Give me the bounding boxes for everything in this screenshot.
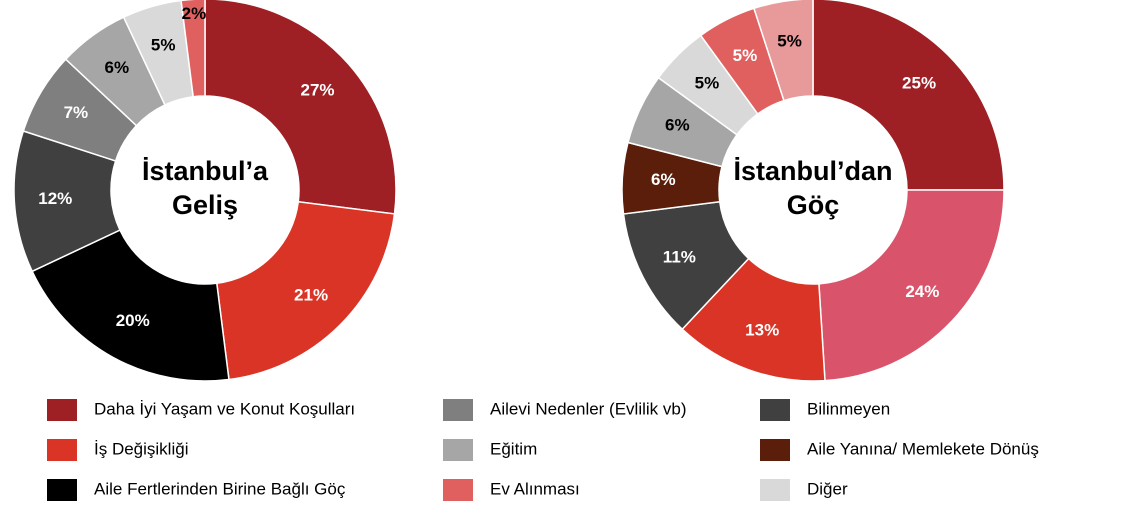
value-label: 24% [905, 282, 939, 301]
value-label: 6% [665, 116, 690, 135]
legend-label: Aile Fertlerinden Birine Bağlı Göç [94, 479, 346, 498]
value-label: 5% [733, 46, 758, 65]
slice [812, 0, 1005, 191]
legend-swatch [443, 439, 473, 461]
value-label: 5% [151, 35, 176, 54]
legend-label: Ev Alınması [490, 479, 580, 498]
value-label: 25% [902, 73, 936, 92]
legend-swatch [760, 479, 790, 501]
legend-label: Eğitim [490, 439, 537, 458]
value-label: 2% [182, 4, 207, 23]
legend-swatch [760, 439, 790, 461]
value-label: 5% [777, 31, 802, 50]
legend-swatch [443, 399, 473, 421]
value-label: 21% [294, 286, 328, 305]
value-label: 6% [651, 170, 676, 189]
legend-swatch [47, 479, 77, 501]
slice [180, 0, 206, 98]
chart-title: Göç [787, 190, 840, 220]
value-label: 6% [105, 58, 130, 77]
slice [215, 200, 396, 381]
slice [818, 189, 1005, 382]
legend-label: Bilinmeyen [807, 399, 890, 418]
value-label: 11% [663, 248, 696, 267]
value-label: 13% [745, 321, 779, 340]
chart-title: İstanbul’dan [733, 156, 892, 186]
chart-title: İstanbul’a [142, 156, 269, 186]
legend-swatch [443, 479, 473, 501]
value-label: 5% [695, 73, 720, 92]
chart-title: Geliş [172, 190, 238, 220]
slice [753, 0, 814, 102]
value-label: 27% [301, 80, 335, 99]
value-label: 12% [38, 189, 72, 208]
value-label: 20% [116, 311, 150, 330]
legend-swatch [47, 439, 77, 461]
legend-swatch [760, 399, 790, 421]
slice [31, 229, 230, 382]
legend-label: Ailevi Nedenler (Evlilik vb) [490, 399, 687, 418]
legend-label: Diğer [807, 479, 848, 498]
legend-label: İş Değişikliği [94, 439, 188, 458]
legend-swatch [47, 399, 77, 421]
legend-label: Daha İyi Yaşam ve Konut Koşulları [94, 399, 355, 418]
value-label: 7% [64, 103, 89, 122]
slice [204, 0, 397, 215]
legend-label: Aile Yanına/ Memlekete Dönüş [807, 439, 1039, 458]
